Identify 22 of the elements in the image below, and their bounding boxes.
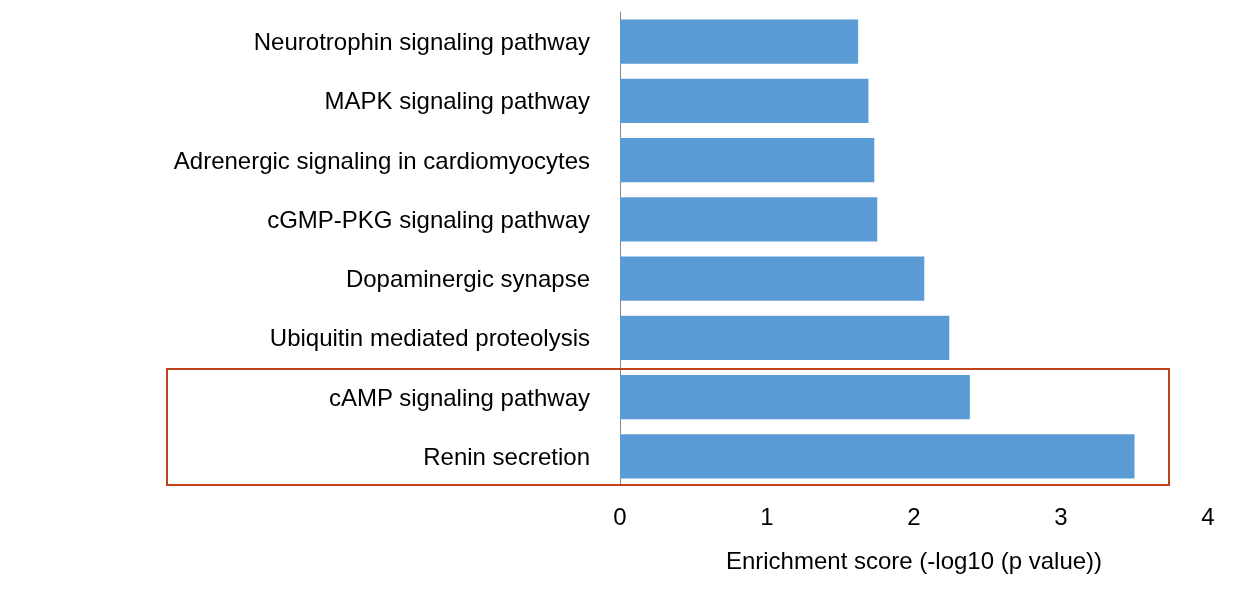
x-tick-label: 3 (1054, 502, 1068, 530)
x-tick-label: 0 (613, 502, 627, 530)
y-tick-label: Adrenergic signaling in cardiomyocytes (173, 146, 590, 174)
y-tick-label: MAPK signaling pathway (324, 87, 590, 115)
bar (620, 315, 950, 361)
y-tick-label: Renin secretion (423, 442, 590, 470)
bar (620, 374, 970, 420)
bar (620, 197, 878, 242)
y-tick-label: cGMP-PKG signaling pathway (267, 205, 590, 233)
y-tick-label: Neurotrophin signaling pathway (253, 28, 590, 56)
bar (620, 137, 875, 183)
x-tick-label: 4 (1201, 502, 1215, 530)
y-tick-label: cAMP signaling pathway (328, 383, 590, 411)
bar (620, 434, 1135, 479)
bar (620, 256, 925, 301)
y-tick-label: Ubiquitin mediated proteolysis (269, 324, 590, 352)
x-axis-title: Enrichment score (-log10 (p value)) (725, 546, 1103, 574)
x-tick-label: 2 (907, 502, 921, 530)
bar (620, 19, 859, 64)
y-tick-label: Dopaminergic synapse (345, 265, 590, 293)
x-tick-label: 1 (760, 502, 774, 530)
bar (620, 78, 869, 124)
